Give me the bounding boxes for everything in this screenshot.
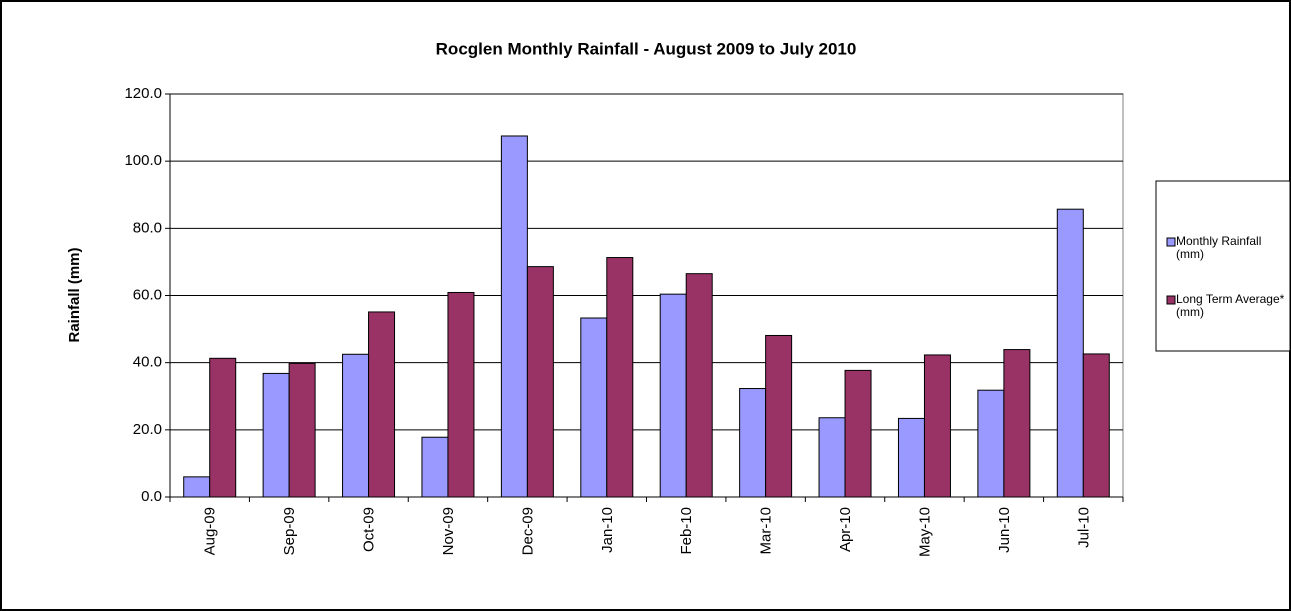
- legend-label: Long Term Average* (mm): [1176, 293, 1285, 319]
- x-tick-label: Sep-09: [281, 507, 298, 555]
- bar: [606, 257, 634, 498]
- y-tick-label: 120.0: [124, 85, 162, 102]
- legend-item: Monthly Rainfall (mm): [1176, 235, 1262, 261]
- y-tick-label: 0.0: [141, 488, 162, 505]
- legend-box: [1155, 180, 1291, 352]
- bar: [500, 135, 528, 498]
- bar: [183, 476, 211, 498]
- bar: [765, 334, 793, 498]
- x-tick-label: Jul-10: [1075, 507, 1092, 548]
- bar: [923, 354, 951, 498]
- x-tick-label: May-10: [916, 507, 933, 557]
- y-axis-label: Rainfall (mm): [66, 247, 83, 342]
- legend-label: Monthly Rainfall (mm): [1176, 235, 1262, 261]
- bar: [580, 317, 608, 498]
- chart-title: Rocglen Monthly Rainfall - August 2009 t…: [436, 39, 857, 58]
- legend-swatch: [1166, 237, 1176, 247]
- bar: [844, 369, 872, 498]
- bar: [262, 372, 290, 498]
- x-tick-label: Nov-09: [440, 507, 457, 555]
- bar: [447, 291, 475, 498]
- y-tick-label: 60.0: [133, 286, 162, 303]
- x-tick-label: Jun-10: [996, 507, 1013, 553]
- bar: [368, 311, 396, 498]
- bar: [818, 417, 846, 498]
- bar: [1003, 349, 1031, 498]
- x-tick-label: Apr-10: [837, 507, 854, 552]
- bar: [1056, 208, 1084, 498]
- bar: [659, 293, 687, 498]
- bar: [1082, 353, 1110, 498]
- bar: [685, 273, 713, 498]
- bar: [977, 389, 1005, 498]
- y-tick-label: 40.0: [133, 354, 162, 371]
- bar: [526, 266, 554, 498]
- x-tick-label: Dec-09: [519, 507, 536, 555]
- bar: [739, 388, 767, 498]
- y-tick-label: 80.0: [133, 219, 162, 236]
- bar: [897, 417, 925, 498]
- legend-item: Long Term Average* (mm): [1176, 293, 1285, 319]
- x-tick-label: Oct-09: [361, 507, 378, 552]
- x-tick-label: Mar-10: [758, 507, 775, 555]
- bar: [342, 353, 370, 498]
- x-tick-label: Feb-10: [678, 507, 695, 555]
- legend-swatch: [1166, 295, 1176, 305]
- x-tick-label: Jan-10: [599, 507, 616, 553]
- bar: [288, 362, 316, 498]
- x-tick-label: Aug-09: [202, 507, 219, 555]
- y-tick-label: 20.0: [133, 421, 162, 438]
- y-tick-label: 100.0: [124, 152, 162, 169]
- bar: [209, 357, 237, 498]
- bar: [421, 436, 449, 498]
